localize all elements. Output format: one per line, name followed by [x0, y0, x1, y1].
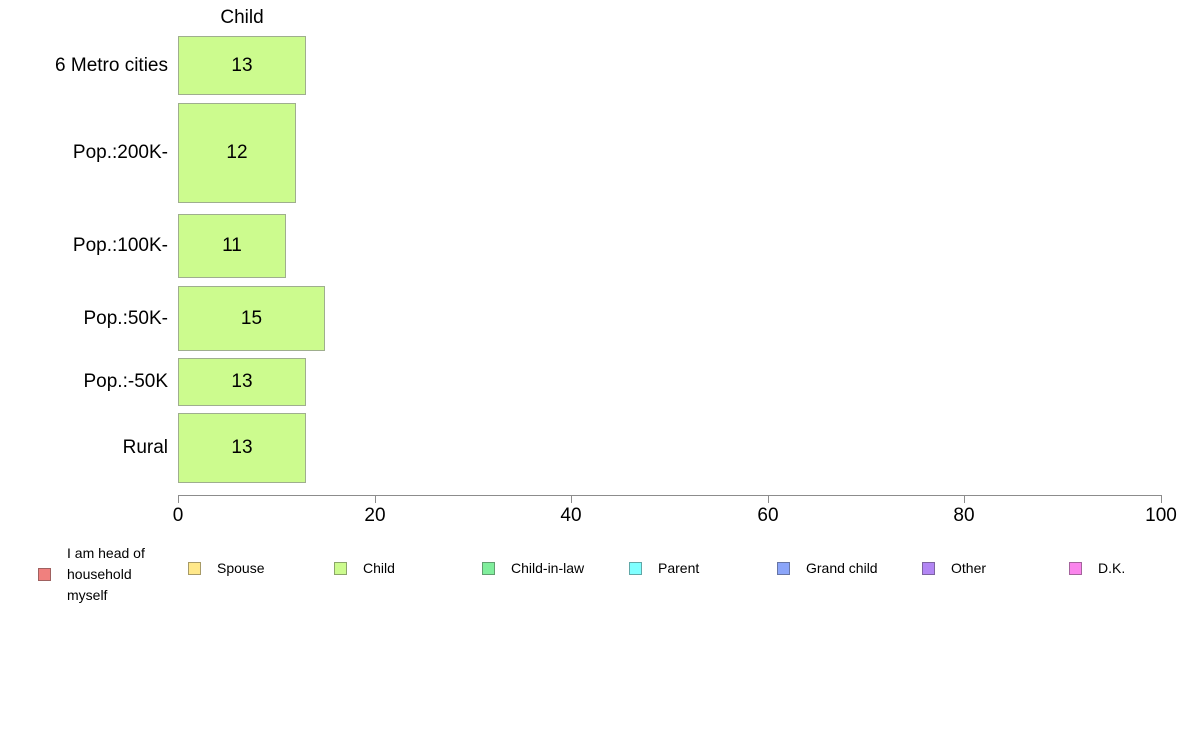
bar: 15 — [178, 286, 325, 351]
legend-swatch-icon — [629, 562, 642, 575]
category-label: Pop.:200K- — [72, 142, 168, 163]
x-axis-tick-label: 100 — [1145, 505, 1177, 526]
bar: 12 — [178, 103, 296, 203]
legend-entry: Child — [334, 561, 395, 576]
bar: 13 — [178, 36, 306, 95]
x-axis-tick-label: 0 — [172, 505, 184, 526]
bar-value-label: 12 — [226, 142, 248, 163]
legend-label: D.K. — [1098, 560, 1126, 576]
category-label: Pop.:50K- — [83, 307, 169, 329]
legend-label: I am head of household myself — [67, 545, 145, 603]
legend-swatch-icon — [38, 568, 51, 581]
legend-swatch-icon — [334, 562, 347, 575]
bar-value-label: 11 — [222, 235, 242, 256]
x-axis-tick — [571, 495, 572, 503]
legend-label: Grand child — [806, 560, 878, 576]
bar: 13 — [178, 413, 306, 483]
x-axis-tick — [178, 495, 179, 503]
legend-swatch-icon — [1069, 562, 1082, 575]
x-axis-tick-label: 60 — [757, 505, 779, 526]
x-axis-tick — [964, 495, 965, 503]
category-label: Pop.:-50K — [83, 371, 169, 392]
bar-value-label: 15 — [240, 307, 263, 329]
legend-entry: I am head of household myself — [38, 543, 169, 606]
x-axis-tick-label: 80 — [953, 505, 975, 526]
bar: 11 — [178, 214, 286, 278]
legend-entry: Parent — [629, 561, 699, 576]
legend-label: Child-in-law — [511, 560, 585, 576]
x-axis-tick-label: 40 — [560, 505, 582, 526]
legend-entry: Other — [922, 561, 986, 576]
chart-title: Child — [220, 7, 264, 28]
legend-swatch-icon — [922, 562, 935, 575]
legend-entry: Child-in-law — [482, 561, 584, 576]
bar-value-label: 13 — [231, 54, 253, 76]
legend-entry: Spouse — [188, 561, 264, 576]
bar-value-label: 13 — [231, 371, 253, 392]
legend-swatch-icon — [482, 562, 495, 575]
legend-entry: D.K. — [1069, 561, 1125, 576]
x-axis-tick — [1161, 495, 1162, 503]
x-axis-tick — [375, 495, 376, 503]
x-axis-line — [178, 495, 1161, 496]
x-axis-tick-label: 20 — [364, 505, 386, 526]
bar: 13 — [178, 358, 306, 406]
legend-label: Child — [363, 560, 395, 576]
category-label: 6 Metro cities — [55, 54, 168, 76]
category-label: Pop.:100K- — [72, 235, 168, 256]
legend-entry: Grand child — [777, 561, 878, 576]
bar-value-label: 13 — [231, 437, 253, 458]
legend-swatch-icon — [777, 562, 790, 575]
category-label: Rural — [122, 437, 168, 458]
legend-label: Other — [951, 560, 987, 576]
legend-label: Spouse — [217, 560, 265, 576]
legend-label: Parent — [658, 560, 700, 576]
x-axis-tick — [768, 495, 769, 503]
legend-swatch-icon — [188, 562, 201, 575]
